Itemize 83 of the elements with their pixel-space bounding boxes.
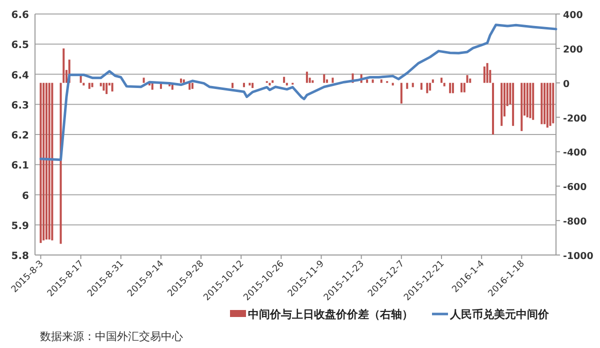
y-tick-label: 5.8: [11, 251, 30, 262]
y2-tick-label: 0: [563, 78, 570, 90]
bar: [372, 79, 374, 83]
y-tick-label: 6: [22, 190, 30, 202]
y2-tick-label: -1000: [563, 251, 594, 262]
bar: [191, 82, 194, 89]
source-note: 数据来源：中国外汇交易中心: [40, 330, 183, 343]
bar: [429, 82, 432, 91]
bar: [483, 66, 486, 83]
y-tick-label: 6.2: [11, 130, 30, 142]
bar: [443, 82, 446, 86]
bar: [540, 82, 543, 124]
bar: [91, 82, 94, 88]
bar: [88, 82, 90, 89]
bar: [248, 82, 251, 86]
y2-tick-label: 400: [563, 10, 584, 21]
bar: [111, 82, 114, 92]
bar: [45, 82, 48, 240]
bar: [272, 80, 274, 83]
legend-label: 人民币兑美元中间价: [449, 308, 550, 321]
bar: [323, 74, 326, 83]
bar: [268, 82, 271, 86]
bar: [400, 82, 402, 104]
y-tick-label: 6.5: [11, 40, 30, 52]
bar: [283, 76, 286, 83]
bar: [520, 82, 523, 132]
bar: [142, 78, 145, 83]
bar: [306, 72, 308, 83]
bar: [412, 82, 414, 88]
bar: [466, 75, 468, 83]
bar: [544, 82, 546, 124]
bar: [242, 82, 245, 88]
bar: [40, 82, 42, 243]
bar: [452, 82, 454, 94]
bar: [392, 82, 394, 86]
bar: [426, 82, 428, 94]
y-tick-label: 5.9: [11, 220, 30, 232]
bar: [549, 82, 552, 126]
bar: [51, 82, 54, 240]
y2-tick-label: -400: [563, 148, 588, 159]
bar: [232, 82, 234, 88]
bar: [469, 78, 472, 83]
bar: [552, 82, 554, 124]
bar: [312, 80, 314, 83]
bar: [500, 82, 503, 126]
y-tick-label: 6.1: [11, 160, 30, 172]
bar: [420, 82, 422, 90]
bar: [252, 82, 254, 88]
bar: [42, 82, 45, 240]
bar: [100, 82, 102, 86]
y2-tick-label: -200: [563, 113, 588, 124]
bar: [532, 82, 534, 120]
y-tick-label: 6.6: [11, 10, 30, 21]
bar: [366, 79, 368, 83]
bar: [432, 79, 434, 83]
bar: [492, 82, 494, 134]
line-series: [39, 24, 558, 162]
bar: [188, 82, 191, 90]
bar: [440, 78, 442, 83]
y2-tick-label: 200: [563, 44, 584, 56]
bar: [486, 63, 488, 83]
bar: [512, 82, 514, 126]
bar: [62, 48, 65, 83]
bar: [332, 78, 334, 83]
y2-tick-label: -800: [563, 216, 588, 228]
bar: [286, 82, 288, 86]
bar: [526, 82, 528, 118]
bar: [106, 82, 108, 94]
y-tick-label: 6.3: [11, 100, 30, 112]
bar: [460, 82, 463, 92]
y2-tick-label: -600: [563, 182, 588, 194]
bar: [82, 82, 85, 86]
bar: [463, 82, 466, 92]
bar: [449, 82, 452, 94]
bar: [48, 82, 50, 240]
bar: [529, 82, 532, 118]
bar: [406, 82, 408, 89]
bar: [102, 82, 105, 91]
y-tick-label: 6.4: [11, 70, 30, 82]
bar: [546, 82, 548, 128]
bar: [180, 78, 182, 83]
bar: [380, 79, 382, 83]
legend-label: 中间价与上日收盘价价差（右轴）: [248, 308, 413, 321]
